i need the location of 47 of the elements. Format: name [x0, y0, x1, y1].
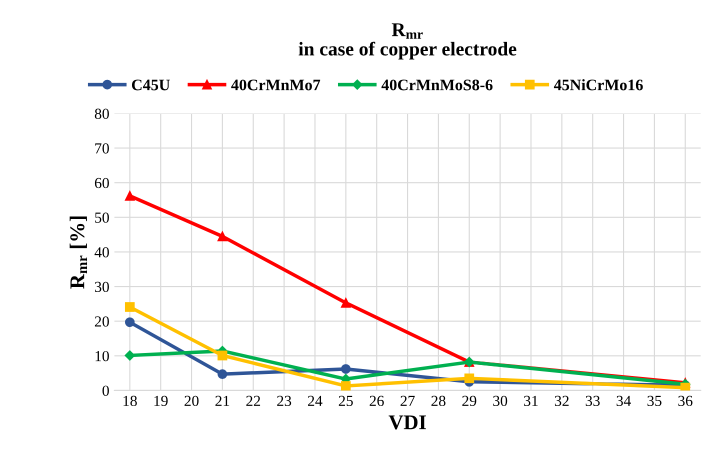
x-axis-title: VDI	[388, 416, 426, 430]
point	[340, 298, 351, 308]
y-tick-label: 0	[102, 386, 109, 396]
y-tick-label: 20	[94, 316, 109, 327]
x-tick-label: 30	[493, 396, 508, 406]
x-tick-label: 33	[586, 396, 600, 406]
y-tick-label: 70	[95, 143, 109, 154]
point	[218, 369, 228, 380]
legend-label: 40CrMnMoS8-6	[381, 80, 493, 90]
y-tick-label: 80	[94, 108, 109, 119]
legend-label: 45NiCrMo16	[554, 79, 643, 90]
point	[680, 382, 690, 390]
point	[124, 317, 135, 328]
x-tick-label: 27	[400, 396, 415, 406]
x-tick-label: 36	[678, 396, 692, 406]
x-tick-label: 32	[554, 396, 569, 406]
point	[124, 191, 135, 201]
point	[124, 350, 135, 361]
x-tick-label: 22	[246, 396, 260, 406]
legend-label: 40CrMnMo7	[231, 80, 320, 90]
y-tick-label: 50	[95, 212, 109, 223]
x-tick-label: 25	[338, 396, 353, 406]
y-tick-label: 10	[96, 350, 109, 362]
point	[218, 350, 228, 360]
x-tick-label: 34	[616, 396, 631, 406]
x-tick-label: 31	[524, 396, 538, 406]
point	[218, 232, 228, 242]
x-tick-label: 23	[277, 396, 292, 406]
chart-title: R$_{mr}$ in case of copper electrode	[298, 23, 516, 60]
y-tick-label: 40	[94, 247, 109, 258]
x-tick-label: 20	[184, 396, 199, 406]
point	[464, 373, 474, 384]
y-axis-title: R$_{mr}$ [%]	[70, 216, 88, 289]
x-tick-label: 21	[215, 396, 230, 406]
x-tick-label: 29	[462, 396, 476, 406]
y-tick-label: 30	[94, 282, 109, 292]
x-tick-label: 24	[308, 396, 322, 406]
x-tick-label: 26	[370, 396, 384, 406]
x-tick-label: 28	[431, 396, 446, 406]
x-tick-label: 18	[124, 396, 137, 406]
y-tick-label: 60	[94, 178, 109, 188]
x-tick-label: 19	[154, 396, 168, 406]
legend-label: C45U	[132, 80, 170, 90]
point	[124, 302, 135, 312]
point	[340, 364, 351, 374]
point	[340, 381, 351, 390]
x-tick-label: 35	[648, 396, 662, 406]
